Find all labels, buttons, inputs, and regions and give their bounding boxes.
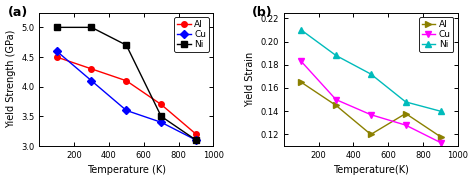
Text: (a): (a) — [8, 6, 28, 19]
X-axis label: Temperature(K): Temperature(K) — [333, 165, 409, 175]
Line: Al: Al — [54, 54, 199, 137]
Text: (b): (b) — [252, 6, 273, 19]
Ni — [193, 139, 199, 141]
Ni — [333, 54, 339, 57]
X-axis label: Temperature (K): Temperature (K) — [87, 165, 166, 175]
Legend: Al, Cu, Ni: Al, Cu, Ni — [419, 17, 454, 52]
Line: Cu: Cu — [298, 58, 443, 145]
Cu — [193, 139, 199, 141]
Cu — [298, 60, 304, 62]
Ni — [158, 115, 164, 117]
Ni — [438, 110, 443, 112]
Al — [368, 133, 374, 136]
Al — [124, 80, 129, 82]
Cu — [54, 50, 60, 52]
Al — [193, 133, 199, 135]
Ni — [89, 26, 94, 28]
Ni — [368, 73, 374, 75]
Cu — [124, 109, 129, 111]
Al — [438, 136, 443, 138]
Line: Ni: Ni — [54, 25, 199, 143]
Al — [333, 104, 339, 106]
Cu — [89, 80, 94, 82]
Al — [298, 81, 304, 83]
Al — [158, 103, 164, 106]
Line: Cu: Cu — [54, 48, 199, 143]
Al — [403, 112, 409, 115]
Cu — [403, 124, 409, 126]
Line: Al: Al — [298, 79, 443, 140]
Ni — [54, 26, 60, 28]
Line: Ni: Ni — [298, 27, 443, 114]
Ni — [298, 29, 304, 31]
Cu — [158, 121, 164, 123]
Cu — [333, 98, 339, 101]
Ni — [124, 44, 129, 46]
Al — [54, 56, 60, 58]
Ni — [403, 101, 409, 103]
Y-axis label: Yield Strength (GPa): Yield Strength (GPa) — [6, 30, 16, 129]
Al — [89, 68, 94, 70]
Cu — [368, 114, 374, 116]
Y-axis label: Yield Strain: Yield Strain — [245, 52, 255, 107]
Legend: Al, Cu, Ni: Al, Cu, Ni — [174, 17, 209, 52]
Cu — [438, 142, 443, 144]
